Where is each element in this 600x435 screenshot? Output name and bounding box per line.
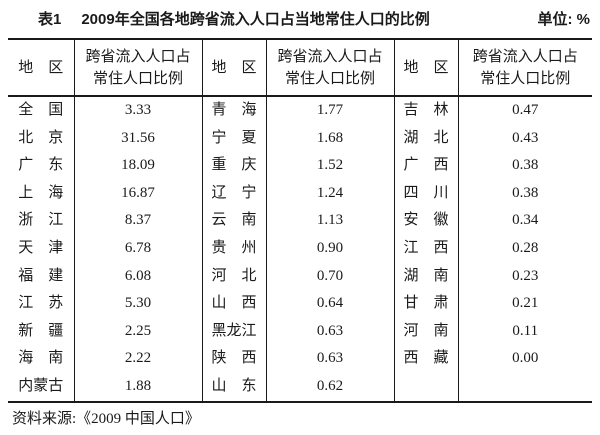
value-cell: 0.62 [266, 372, 395, 402]
value-cell: 5.30 [74, 290, 203, 318]
region-cell: 黑龙江 [202, 317, 267, 346]
table-row: 浙 江 8.37 云 南 1.13 安 徽 0.34 [8, 207, 592, 235]
region-cell: 内蒙古 [8, 372, 75, 402]
region-cell: 北 京 [8, 124, 75, 153]
region-cell: 青 海 [202, 96, 267, 125]
value-cell: 0.34 [512, 212, 539, 229]
region-header-2: 地 区 [202, 39, 267, 97]
value-cell: 0.28 [512, 239, 539, 256]
value-cell: 0.70 [266, 262, 395, 291]
region-cell [394, 372, 459, 402]
region-cell: 河 北 [202, 262, 267, 291]
value-cell: 2.22 [74, 345, 203, 373]
table-row: 海 南 2.22 陕 西 0.63 西 藏 0.00 [8, 345, 592, 373]
value-cell: 0.11 [512, 322, 539, 339]
table-row: 广 东 18.09 重 庆 1.52 广 西 0.38 [8, 152, 592, 180]
region-cell: 广 东 [8, 152, 75, 180]
region-cell: 海 南 [8, 345, 75, 373]
table-number-label: 表1 [38, 11, 62, 28]
value-cell: 1.88 [74, 372, 203, 402]
value-cell: 0.38 [512, 184, 539, 201]
region-header-3: 地 区 [394, 39, 459, 97]
region-header-1: 地 区 [8, 39, 75, 97]
value-cell: 1.77 [266, 96, 395, 125]
value-cell: 0.23 [512, 267, 539, 284]
region-cell: 天 津 [8, 234, 75, 263]
value-cell: 0.43 [512, 129, 539, 146]
region-cell: 安 徽 [394, 207, 459, 235]
value-cell: 0.38 [512, 157, 539, 174]
region-cell: 辽 宁 [202, 179, 267, 208]
region-cell: 吉 林 [394, 96, 459, 125]
value-cell: 2.25 [74, 317, 203, 346]
region-cell: 河 南 [394, 317, 459, 346]
value-cell: 0.64 [266, 290, 395, 318]
value-cell: 0.21 [512, 295, 539, 312]
region-cell: 湖 南 [394, 262, 459, 291]
value-cell: 1.52 [266, 152, 395, 180]
table-title: 表1 2009年全国各地跨省流入人口占当地常住人口的比例 单位: % [0, 0, 600, 30]
table-row: 天 津 6.78 贵 州 0.90 江 西 0.28 [8, 234, 592, 263]
value-cell: 8.37 [74, 207, 203, 235]
table-body: 全 国 3.33 青 海 1.77 吉 林 0.47 北 京 31.56 宁 夏 1.68 湖 北 0… [8, 96, 592, 402]
table-row: 上 海 16.87 辽 宁 1.24 四 川 0.38 [8, 179, 592, 208]
region-cell: 陕 西 [202, 345, 267, 373]
source-note: 资料来源:《2009 中国人口》 [12, 410, 200, 427]
value-cell: 0.63 [266, 317, 395, 346]
value-cell: 0.00 [512, 350, 539, 367]
region-cell: 四 川 [394, 179, 459, 208]
region-cell: 浙 江 [8, 207, 75, 235]
table-row: 福 建 6.08 河 北 0.70 湖 南 0.23 [8, 262, 592, 291]
table-row: 全 国 3.33 青 海 1.77 吉 林 0.47 [8, 96, 592, 125]
value-cell: 0.47 [512, 102, 539, 118]
value-cell: 1.68 [266, 124, 395, 153]
region-cell: 西 藏 [394, 345, 459, 373]
region-cell: 宁 夏 [202, 124, 267, 153]
unit-label: 单位: % [537, 11, 590, 28]
region-cell: 上 海 [8, 179, 75, 208]
header-row: 地 区 跨省流入人口占 常住人口比例 地 区 跨省流入人口占 常住人口比例 地 … [8, 39, 592, 97]
table-header: 地 区 跨省流入人口占 常住人口比例 地 区 跨省流入人口占 常住人口比例 地 … [8, 39, 592, 97]
region-cell: 湖 北 [394, 124, 459, 153]
value-cell: 0.90 [266, 234, 395, 263]
region-cell: 甘 肃 [394, 290, 459, 318]
value-cell [458, 373, 592, 402]
value-header-1: 跨省流入人口占 常住人口比例 [74, 39, 203, 97]
population-inflow-table: 地 区 跨省流入人口占 常住人口比例 地 区 跨省流入人口占 常住人口比例 地 … [8, 38, 592, 403]
value-cell: 16.87 [74, 179, 203, 208]
value-cell: 0.63 [266, 345, 395, 373]
region-cell: 山 东 [202, 372, 267, 402]
value-cell: 6.08 [74, 262, 203, 291]
region-cell: 云 南 [202, 207, 267, 235]
region-cell: 江 苏 [8, 290, 75, 318]
region-cell: 江 西 [394, 234, 459, 263]
table-row: 江 苏 5.30 山 西 0.64 甘 肃 0.21 [8, 290, 592, 318]
table-row: 北 京 31.56 宁 夏 1.68 湖 北 0.43 [8, 124, 592, 153]
region-cell: 贵 州 [202, 234, 267, 263]
table-title-text: 2009年全国各地跨省流入人口占当地常住人口的比例 [81, 11, 430, 28]
region-cell: 全 国 [8, 96, 75, 125]
value-cell: 1.24 [266, 179, 395, 208]
value-cell: 6.78 [74, 234, 203, 263]
region-cell: 福 建 [8, 262, 75, 291]
region-cell: 广 西 [394, 152, 459, 180]
value-cell: 3.33 [74, 96, 203, 125]
region-cell: 重 庆 [202, 152, 267, 180]
table-row: 新 疆 2.25 黑龙江 0.63 河 南 0.11 [8, 317, 592, 346]
region-cell: 山 西 [202, 290, 267, 318]
value-header-2: 跨省流入人口占 常住人口比例 [266, 39, 395, 97]
table-row: 内蒙古 1.88 山 东 0.62 [8, 372, 592, 402]
value-header-3: 跨省流入人口占 常住人口比例 [458, 39, 592, 97]
region-cell: 新 疆 [8, 317, 75, 346]
value-cell: 31.56 [74, 124, 203, 153]
value-cell: 1.13 [266, 207, 395, 235]
value-cell: 18.09 [74, 152, 203, 180]
